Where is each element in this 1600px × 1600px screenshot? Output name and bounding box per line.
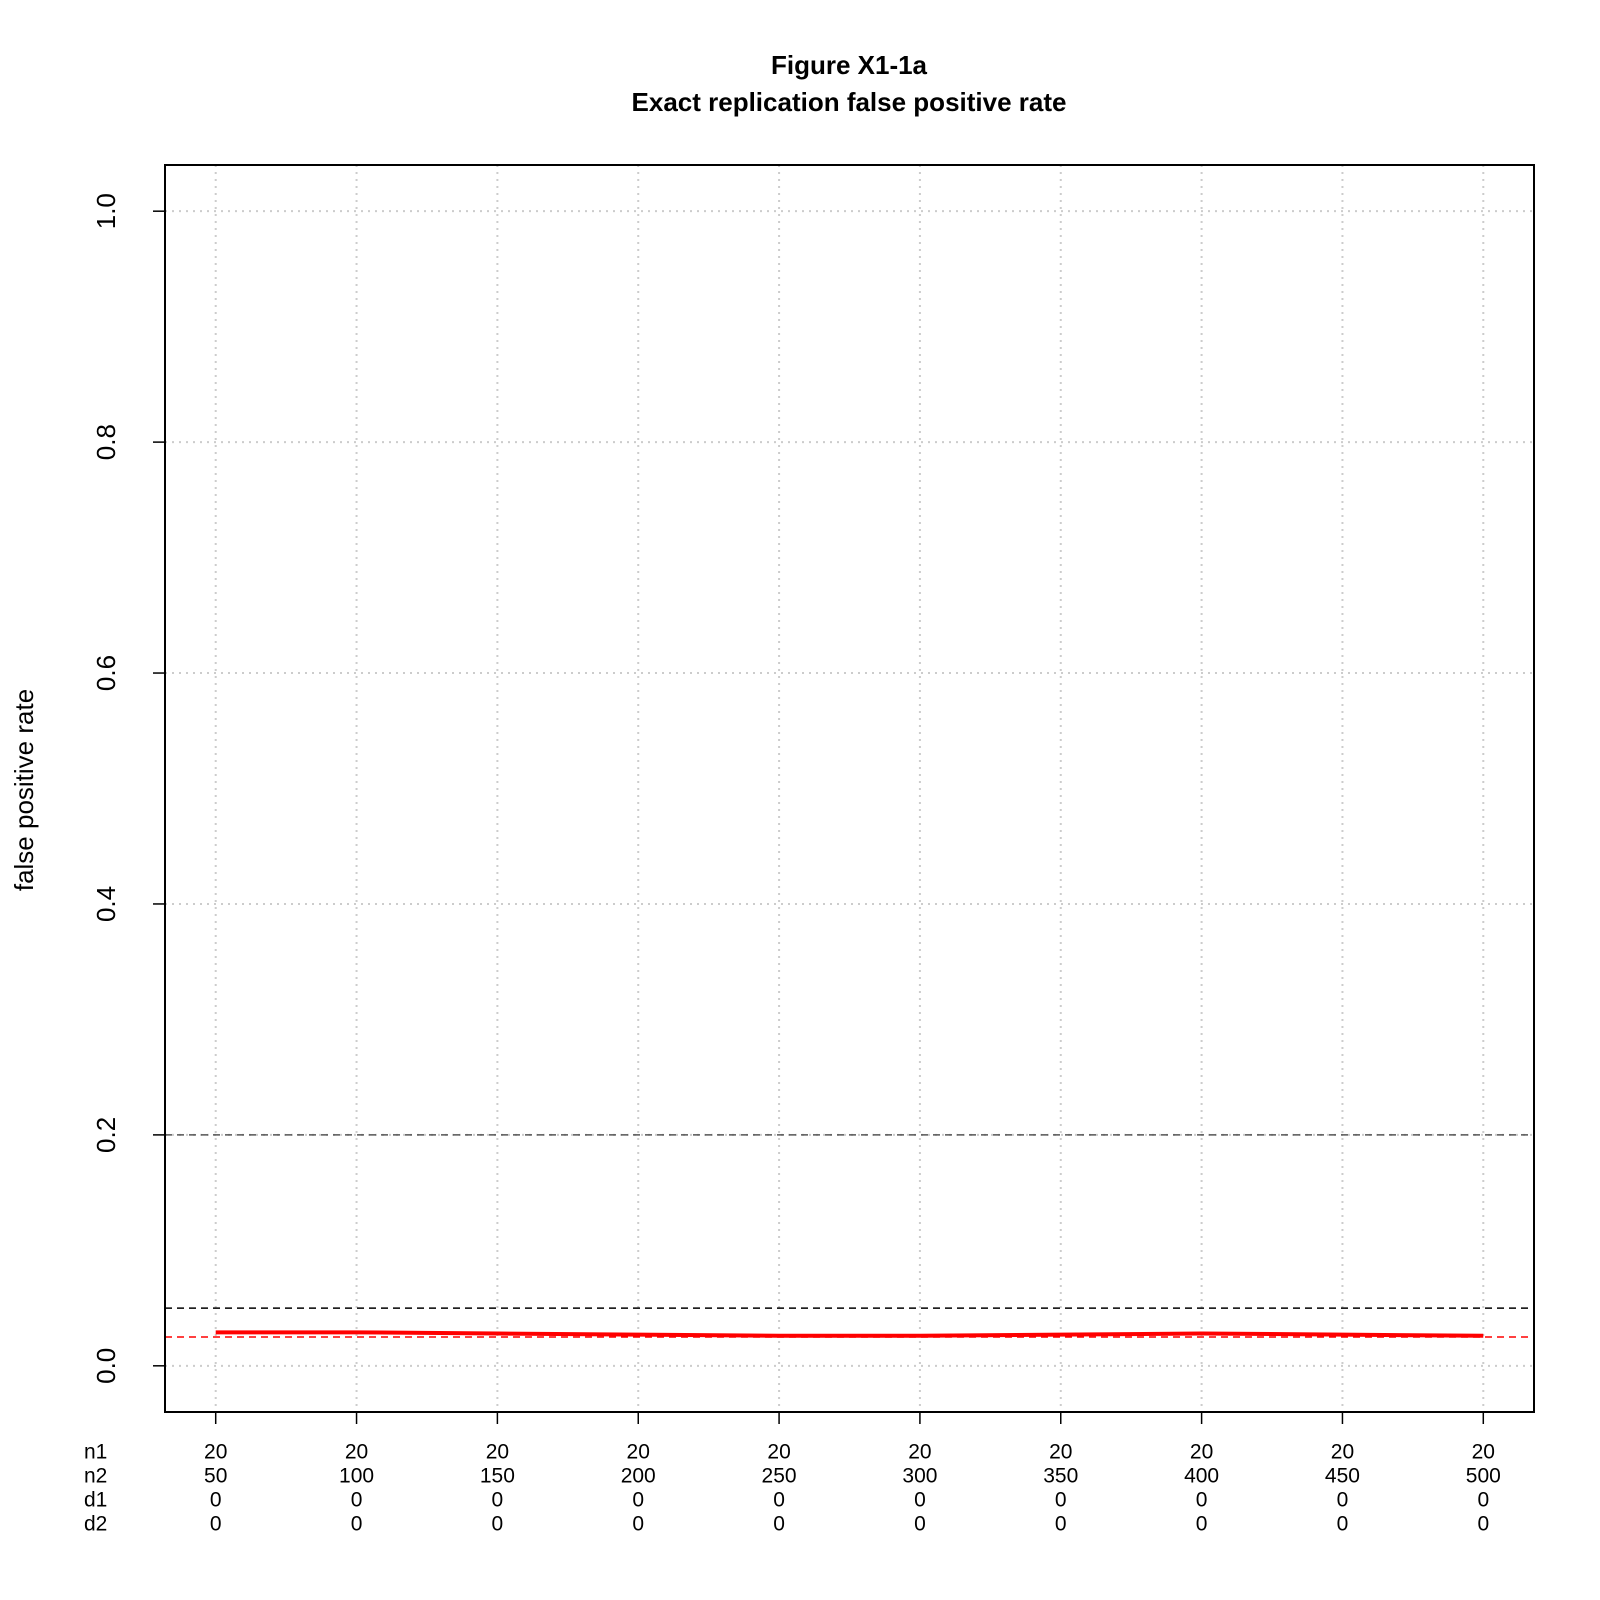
x-tick-label: 300 <box>902 1465 937 1488</box>
x-tick-label: 100 <box>339 1465 374 1488</box>
x-row-label: n2 <box>84 1465 107 1488</box>
x-tick-label: 20 <box>1190 1441 1213 1464</box>
x-tick-label: 0 <box>492 1513 504 1536</box>
y-tick-label: 0.4 <box>91 886 121 922</box>
y-tick-label: 0.6 <box>91 655 121 691</box>
y-tick-label: 1.0 <box>91 193 121 229</box>
x-tick-label: 0 <box>1477 1513 1489 1536</box>
x-tick-label: 0 <box>773 1513 785 1536</box>
y-axis-label: false positive rate <box>9 689 39 891</box>
x-tick-label: 400 <box>1184 1465 1219 1488</box>
x-tick-label: 0 <box>1196 1489 1208 1512</box>
x-tick-label: 0 <box>1337 1513 1349 1536</box>
x-tick-label: 20 <box>1472 1441 1495 1464</box>
x-tick-label: 0 <box>1055 1489 1067 1512</box>
x-tick-label: 20 <box>204 1441 227 1464</box>
data-line <box>215 1330 1484 1338</box>
x-tick-label: 50 <box>204 1465 227 1488</box>
x-tick-label: 20 <box>627 1441 650 1464</box>
plot-frame <box>164 164 1535 1413</box>
y-tick-label: 0.2 <box>91 1117 121 1153</box>
x-row-label: n1 <box>84 1441 107 1464</box>
x-tick-label: 0 <box>492 1489 504 1512</box>
x-tick-label: 0 <box>1055 1513 1067 1536</box>
y-tick-label: 0.0 <box>91 1348 121 1384</box>
x-tick-label: 0 <box>632 1489 644 1512</box>
x-row-label: d2 <box>84 1513 107 1536</box>
y-tick-label: 0.8 <box>91 424 121 460</box>
x-tick-label: 0 <box>351 1489 363 1512</box>
x-tick-label: 20 <box>767 1441 790 1464</box>
x-tick-label: 500 <box>1466 1465 1501 1488</box>
x-tick-label: 450 <box>1325 1465 1360 1488</box>
chart-title: Figure X1-1a <box>771 50 928 80</box>
x-tick-label: 0 <box>1337 1489 1349 1512</box>
x-tick-label: 20 <box>345 1441 368 1464</box>
x-tick-label: 200 <box>621 1465 656 1488</box>
x-row-label: d1 <box>84 1489 107 1512</box>
x-tick-label: 0 <box>632 1513 644 1536</box>
x-tick-label: 0 <box>210 1489 222 1512</box>
x-tick-label: 0 <box>210 1513 222 1536</box>
x-tick-label: 0 <box>773 1489 785 1512</box>
x-tick-label: 0 <box>914 1489 926 1512</box>
x-tick-label: 20 <box>1049 1441 1072 1464</box>
x-tick-label: 0 <box>351 1513 363 1536</box>
x-tick-label: 250 <box>762 1465 797 1488</box>
x-tick-label: 0 <box>1477 1489 1489 1512</box>
x-tick-label: 150 <box>480 1465 515 1488</box>
x-tick-label: 20 <box>1331 1441 1354 1464</box>
x-tick-label: 20 <box>486 1441 509 1464</box>
x-tick-label: 0 <box>1196 1513 1208 1536</box>
x-tick-label: 0 <box>914 1513 926 1536</box>
chart-subtitle: Exact replication false positive rate <box>632 87 1067 117</box>
x-tick-label: 20 <box>908 1441 931 1464</box>
x-tick-label: 350 <box>1043 1465 1078 1488</box>
